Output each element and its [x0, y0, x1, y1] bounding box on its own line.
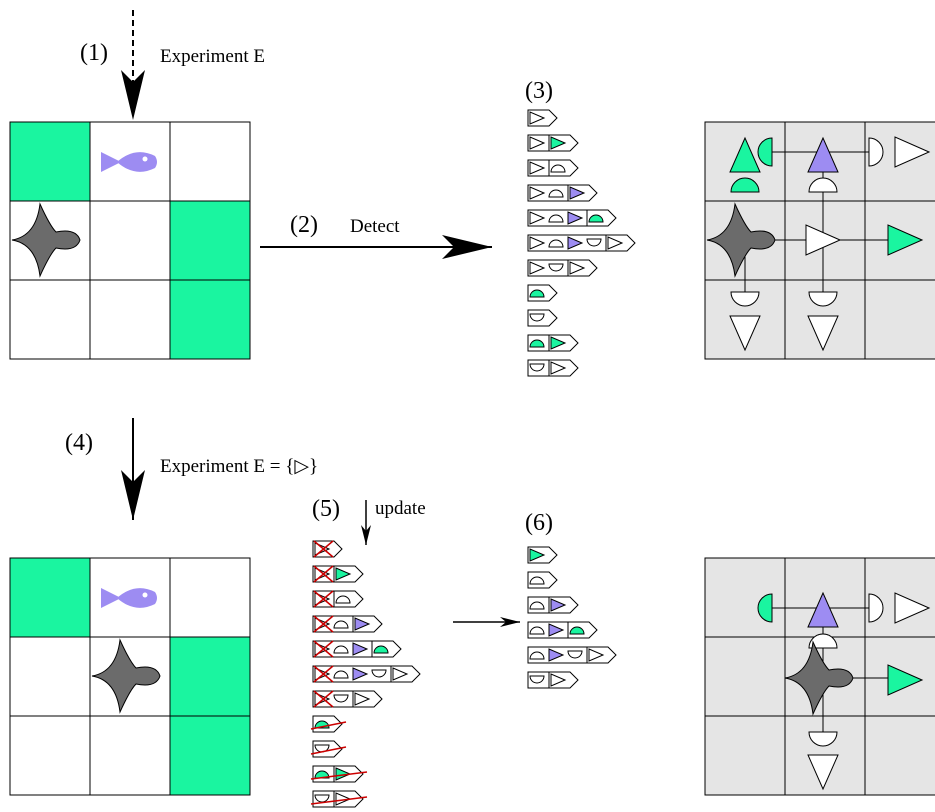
grid-cell: [10, 558, 90, 637]
grid-cell: [170, 637, 250, 716]
step-label: (6): [525, 510, 553, 536]
step-label: (1): [80, 40, 108, 66]
grid-cell: [90, 280, 170, 359]
step-label: (5): [312, 496, 340, 522]
grid-cell: [170, 280, 250, 359]
step-text: Experiment E: [160, 46, 265, 67]
grid-cell: [705, 558, 785, 637]
grid-cell: [10, 280, 90, 359]
diagram: (1) Experiment E (2) Detect (3) (4) Expe…: [0, 0, 935, 812]
grid-cell: [90, 716, 170, 795]
grid-cell: [170, 201, 250, 280]
fish-eye: [143, 593, 148, 598]
grid-cell: [10, 716, 90, 795]
page: (1) Experiment E (2) Detect (3) (4) Expe…: [0, 0, 935, 812]
grid-cell: [10, 637, 90, 716]
grid-cell: [170, 716, 250, 795]
grid-cell: [90, 201, 170, 280]
step-text: update: [375, 498, 426, 519]
grid-cell: [705, 637, 785, 716]
grid-cell: [865, 280, 935, 359]
fish-eye: [143, 157, 148, 162]
grid-cell: [10, 122, 90, 201]
step-text: Detect: [350, 216, 400, 237]
grid-cell: [170, 558, 250, 637]
grid-cell: [705, 716, 785, 795]
grid-cell: [865, 716, 935, 795]
step-label: (4): [65, 430, 93, 456]
grid-cell: [170, 122, 250, 201]
step-label: (2): [290, 212, 318, 238]
step-label: (3): [525, 78, 553, 104]
step-text: Experiment E = {▷}: [160, 456, 318, 477]
